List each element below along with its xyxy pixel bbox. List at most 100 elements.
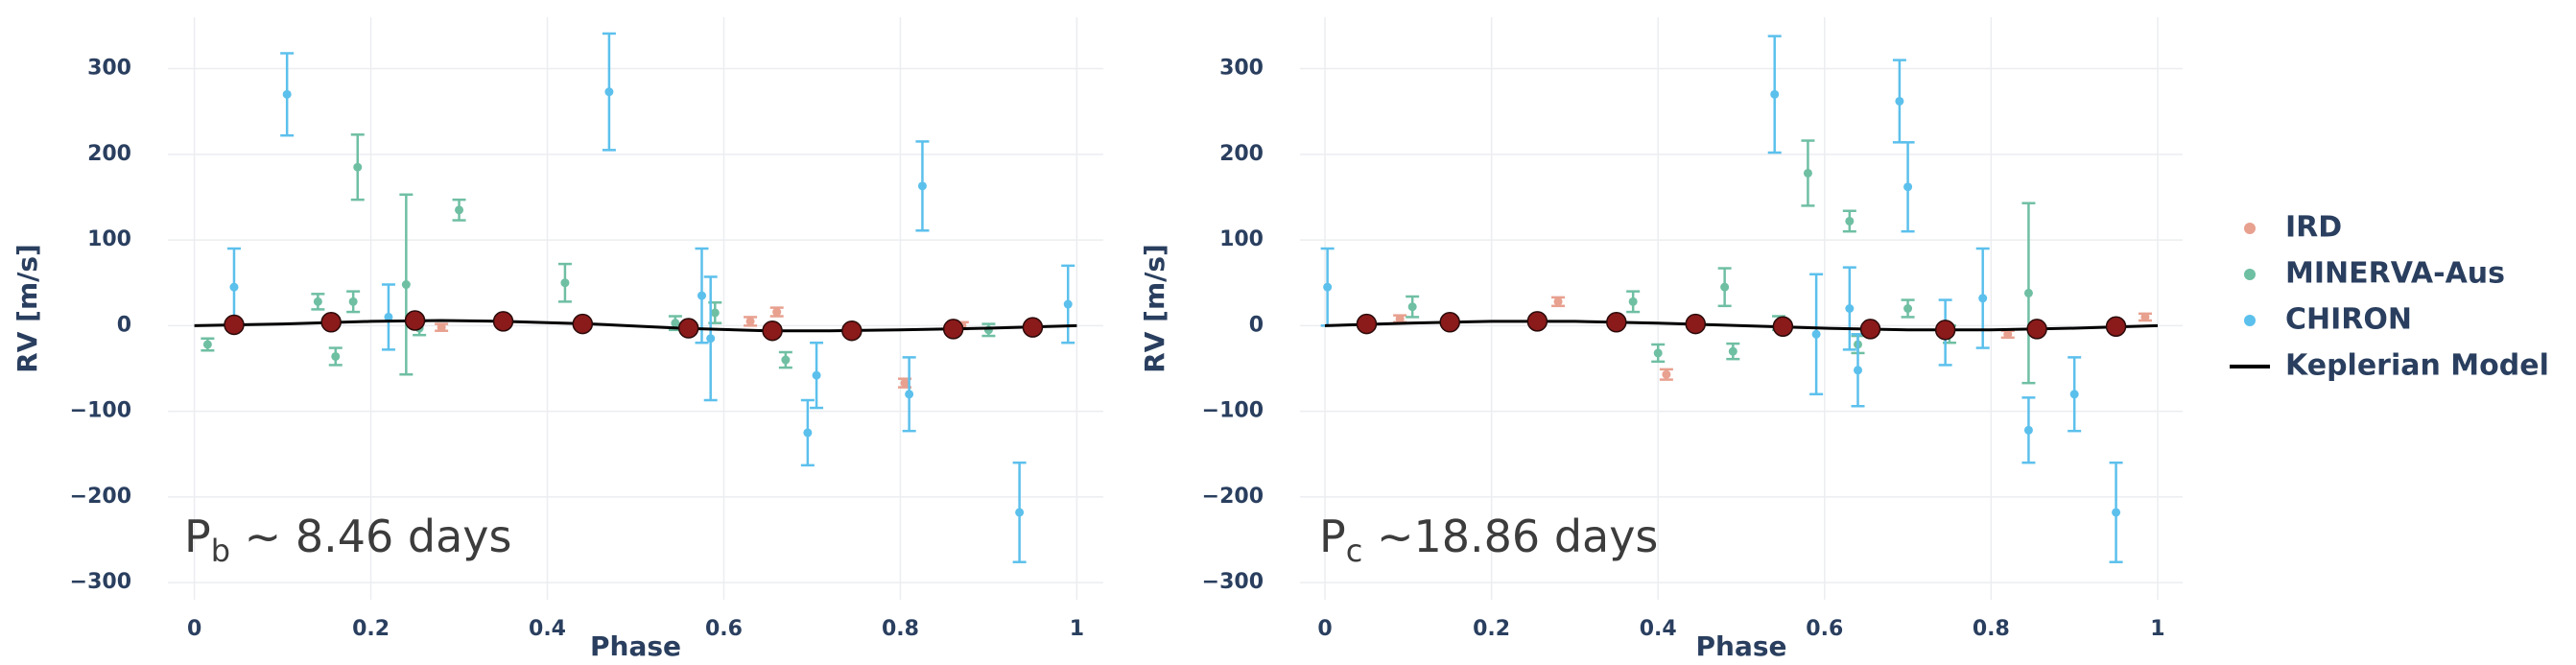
legend-marker xyxy=(2244,315,2256,326)
x-tick-label: 0.8 xyxy=(882,617,919,641)
data-point xyxy=(1803,168,1812,178)
legend-marker xyxy=(2244,269,2256,280)
model-point xyxy=(1022,317,1044,338)
model-point xyxy=(2105,316,2127,337)
legend-item-ird: IRD xyxy=(2244,211,2342,245)
data-point xyxy=(229,282,239,292)
model-point xyxy=(404,310,426,331)
data-point xyxy=(1653,348,1663,358)
data-point xyxy=(348,297,358,306)
legend-item-keplerian-model: Keplerian Model xyxy=(2230,349,2549,383)
legend-item-chiron: CHIRON xyxy=(2244,303,2412,337)
data-point xyxy=(1845,304,1855,313)
x-tick-label: 0.2 xyxy=(352,617,390,641)
data-point xyxy=(1063,299,1073,309)
data-point xyxy=(313,297,322,306)
model-point xyxy=(2026,319,2047,340)
data-point xyxy=(2023,425,2033,435)
model-curve xyxy=(194,319,1077,333)
model-point xyxy=(1934,320,1956,341)
data-point xyxy=(905,390,914,399)
series-keplerian-model xyxy=(1324,311,2159,341)
data-point xyxy=(2003,329,2013,339)
series-chiron xyxy=(1320,35,2123,563)
data-point xyxy=(1728,346,1737,356)
panel-c-planet-c-rv-plot: 0 0.2 0.4 0.6 0.8 1 300 200 100 0 −100 −200 −300 Phas… xyxy=(1139,17,2183,662)
y-tick-label: −100 xyxy=(1202,399,1264,423)
model-point xyxy=(942,319,964,340)
y-tick-label: 200 xyxy=(1219,142,1264,166)
y-tick-label: 100 xyxy=(87,227,131,251)
y-tick-label: 0 xyxy=(117,313,131,337)
y-tick-label: −100 xyxy=(70,399,131,423)
data-point xyxy=(1395,314,1405,323)
data-point xyxy=(772,307,782,317)
x-tick-label: 1 xyxy=(2150,617,2164,641)
model-point xyxy=(1526,311,1548,332)
model-point xyxy=(492,311,514,332)
x-tick-label: 0.8 xyxy=(1973,617,2010,641)
model-point xyxy=(841,320,863,342)
legend-label: IRD xyxy=(2285,211,2342,245)
data-point xyxy=(1720,282,1730,292)
series-keplerian-model xyxy=(194,310,1077,342)
y-tick-label: 200 xyxy=(87,142,131,166)
data-point xyxy=(1628,297,1638,306)
model-point xyxy=(224,314,245,336)
data-point xyxy=(745,317,755,326)
x-tick-label: 0.6 xyxy=(705,617,743,641)
legend-label: CHIRON xyxy=(2285,303,2412,337)
y-tick-label: 0 xyxy=(1249,313,1264,337)
x-tick-label: 0.4 xyxy=(1640,617,1677,641)
legend: IRD MINERVA-Aus CHIRON Keplerian Model xyxy=(2230,211,2549,383)
data-point xyxy=(671,319,680,328)
data-point xyxy=(353,162,363,172)
data-point xyxy=(710,308,720,318)
data-point xyxy=(1015,508,1025,517)
data-point xyxy=(1407,302,1417,312)
x-tick-label: 0 xyxy=(1317,617,1332,641)
data-point xyxy=(560,278,570,288)
gridlines xyxy=(1300,17,2183,600)
x-tick-label: 1 xyxy=(1070,617,1084,641)
x-tick-label: 0.4 xyxy=(529,617,566,641)
data-point xyxy=(401,280,411,290)
period-annotation: Pb ~ 8.46 days xyxy=(184,511,511,569)
data-point xyxy=(803,428,813,438)
data-point xyxy=(1770,89,1780,99)
data-point xyxy=(1323,282,1333,292)
data-point xyxy=(900,378,910,388)
y-tick-label: −200 xyxy=(1202,485,1264,509)
data-point xyxy=(1895,96,1904,106)
data-point xyxy=(1903,182,1913,192)
series-minerva-aus xyxy=(1406,139,2036,385)
data-point xyxy=(697,291,706,300)
data-point xyxy=(706,334,716,344)
data-point xyxy=(781,355,791,365)
model-point xyxy=(320,312,342,333)
data-point xyxy=(2112,508,2121,517)
model-point xyxy=(1859,319,1881,340)
panel-b-planet-b-rv-plot: 0 0.2 0.4 0.6 0.8 1 300 200 100 0 −100 −200 −300 Phas… xyxy=(12,17,1103,662)
data-point xyxy=(384,312,393,321)
data-point xyxy=(2140,312,2150,321)
y-tick-label: 300 xyxy=(87,57,131,81)
y-tick-label: −300 xyxy=(70,570,131,594)
model-point xyxy=(762,320,783,342)
period-annotation: Pc ~18.86 days xyxy=(1319,511,1658,569)
y-axis-title: RV [m/s] xyxy=(1139,244,1170,373)
data-point xyxy=(202,340,212,349)
data-point xyxy=(1854,366,1863,375)
data-point xyxy=(604,87,614,97)
x-axis-title: Phase xyxy=(1695,630,1786,662)
data-point xyxy=(1811,329,1821,339)
y-axis-title: RV [m/s] xyxy=(12,244,43,373)
model-point xyxy=(677,318,699,339)
y-tick-label: 100 xyxy=(1219,227,1264,251)
data-point xyxy=(437,322,446,332)
legend-label: Keplerian Model xyxy=(2285,349,2549,383)
data-point xyxy=(2069,390,2079,399)
model-point xyxy=(572,313,594,335)
data-point xyxy=(1553,297,1563,306)
